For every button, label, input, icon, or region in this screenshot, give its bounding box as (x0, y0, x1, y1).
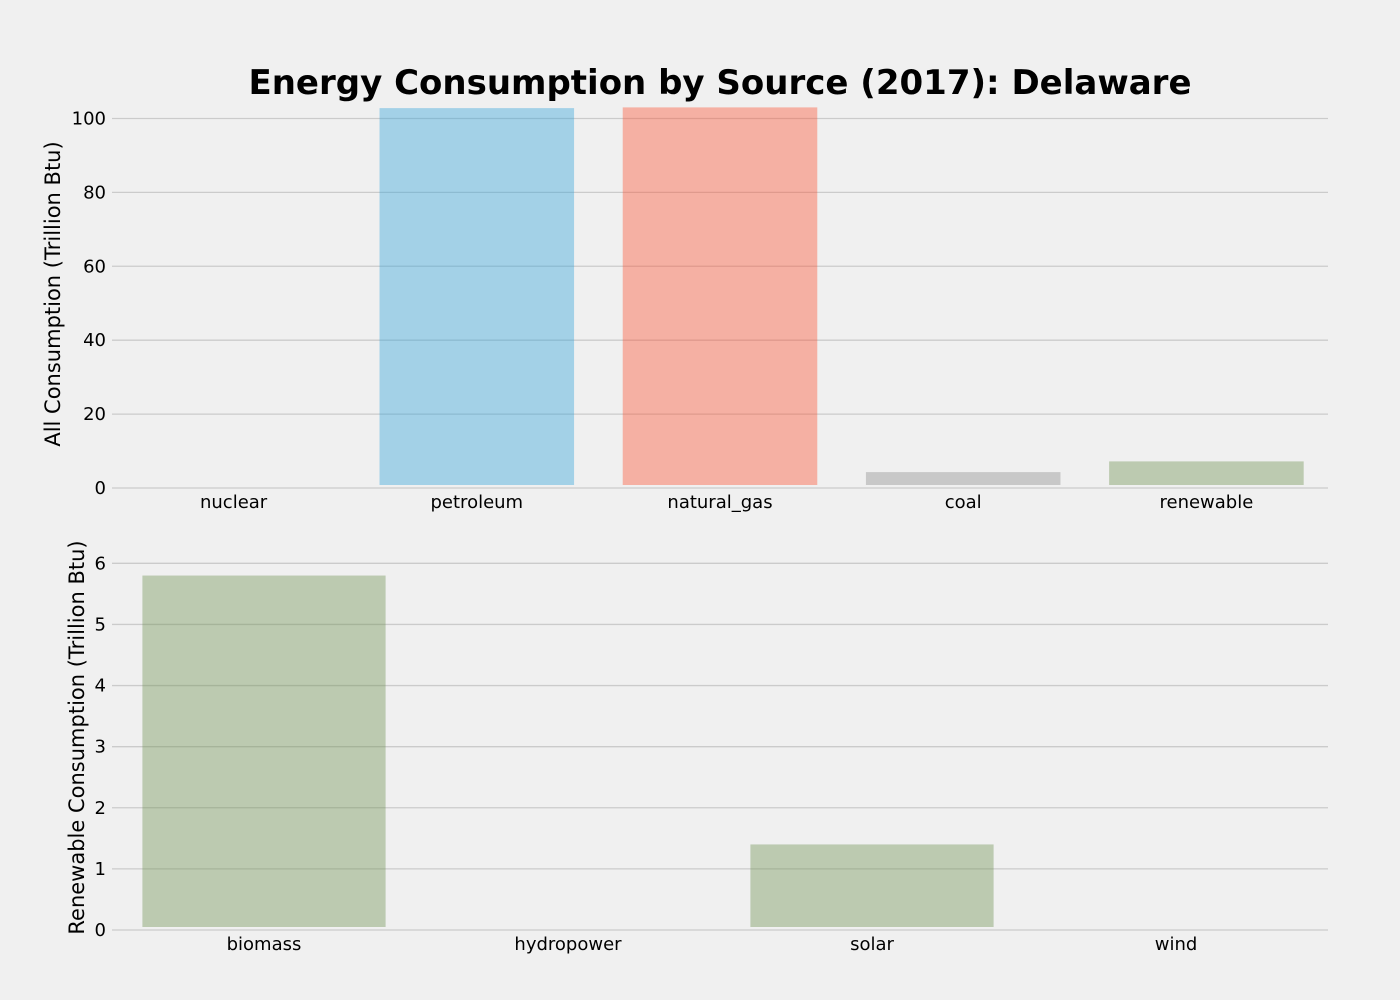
y-tick-label: 100 (72, 108, 106, 129)
y-tick-label: 2 (95, 798, 106, 819)
x-tick-label-solar: solar (850, 934, 894, 955)
y-tick-label: 20 (83, 404, 106, 425)
y-tick-label: 4 (95, 676, 106, 697)
bar-coal (865, 472, 1061, 485)
x-tick-label-biomass: biomass (227, 934, 302, 955)
bottom-panel-renewable-consumption: 0 1 2 3 4 5 6 Renewable Consumption (Trillion B… (65, 540, 1328, 955)
y-axis-label: Renewable Consumption (Trillion Btu) (65, 540, 89, 934)
bar-renewable (1109, 461, 1304, 485)
x-tick-label-wind: wind (1155, 934, 1198, 955)
y-tick-label: 80 (83, 182, 106, 203)
y-tick-label: 3 (95, 737, 106, 758)
y-tick-label: 40 (83, 330, 106, 351)
y-tick-label: 60 (83, 256, 106, 277)
bar-petroleum (379, 108, 575, 486)
y-tick-label: 0 (95, 478, 106, 499)
y-tick-label: 0 (95, 920, 106, 941)
bar-biomass (142, 575, 386, 927)
chart-title: Energy Consumption by Source (2017): Del… (248, 63, 1191, 103)
x-tick-label-petroleum: petroleum (431, 492, 524, 513)
top-panel-all-consumption: 0 20 40 60 80 100 All Consumption (Trillion Bt… (41, 107, 1328, 513)
y-tick-label: 5 (95, 614, 106, 635)
bar-solar (750, 844, 994, 927)
x-tick-label-renewable: renewable (1159, 492, 1253, 513)
x-tick-label-natural_gas: natural_gas (667, 492, 772, 513)
x-tick-label-hydropower: hydropower (514, 934, 622, 955)
x-tick-label-coal: coal (945, 492, 982, 513)
bar-natural_gas (622, 107, 818, 485)
y-tick-label: 6 (95, 553, 106, 574)
y-axis-label: All Consumption (Trillion Btu) (41, 141, 65, 446)
y-tick-label: 1 (95, 859, 106, 880)
x-tick-label-nuclear: nuclear (200, 492, 268, 513)
